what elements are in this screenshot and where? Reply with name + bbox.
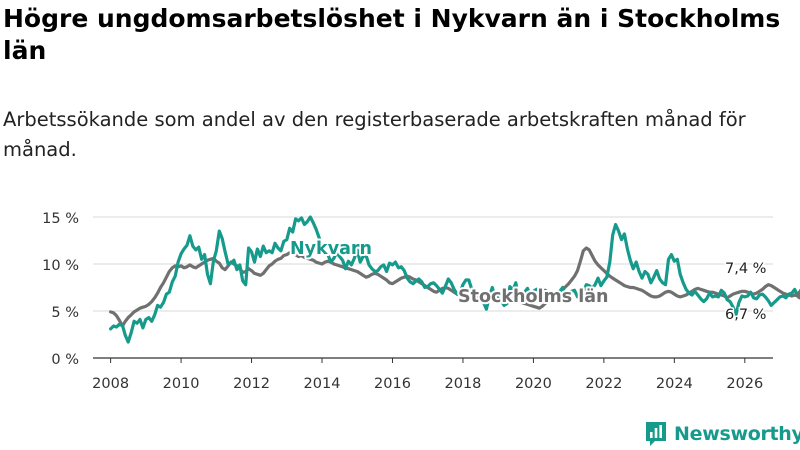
series-labels: Nykvarn Stockholms län 7,4 % 6,7 %	[288, 237, 768, 325]
chart-subtitle: Arbetssökande som andel av den registerb…	[3, 108, 746, 161]
brand-name: Newsworthy	[674, 423, 800, 445]
x-tick-label-2008: 2008	[92, 376, 129, 392]
y-tick-label-10: 10 %	[42, 258, 79, 274]
chart-title: Högre ungdomsarbetslöshet i Nykvarn än i…	[3, 4, 781, 65]
x-tick-label-2010: 2010	[163, 376, 200, 392]
x-tick-label-2020: 2020	[515, 376, 552, 392]
series-line-nykvarn	[109, 215, 800, 344]
x-tick-label-2024: 2024	[656, 376, 693, 392]
newsworthy-logo[interactable]: Newsworthy	[644, 419, 800, 449]
bar-chart-logo-icon	[646, 422, 666, 446]
x-tick-label-2026: 2026	[726, 376, 763, 392]
y-axis-tick-labels: 0 % 5 % 10 % 15 %	[42, 211, 79, 368]
gridlines	[93, 216, 773, 312]
y-tick-label-5: 5 %	[51, 305, 79, 321]
end-point-stockholms-lan	[796, 290, 800, 300]
x-tick-label-2018: 2018	[444, 376, 481, 392]
y-tick-label-0: 0 %	[51, 352, 79, 368]
y-tick-label-15: 15 %	[42, 211, 79, 227]
x-axis: 2008 2010 2012 2014 2016 2018 2020 2022 2024 2026	[92, 357, 773, 392]
end-value-label-stockholms-lan: 6,7 %	[725, 307, 766, 323]
x-tick-label-2016: 2016	[374, 376, 411, 392]
x-tick-label-2022: 2022	[585, 376, 622, 392]
x-tick-label-2014: 2014	[304, 376, 341, 392]
end-value-label-nykvarn: 7,4 %	[725, 261, 766, 277]
series-lines	[109, 215, 800, 344]
x-tick-label-2012: 2012	[233, 376, 270, 392]
series-label-stockholms-lan: Stockholms län	[458, 287, 609, 307]
series-label-nykvarn: Nykvarn	[290, 239, 372, 259]
